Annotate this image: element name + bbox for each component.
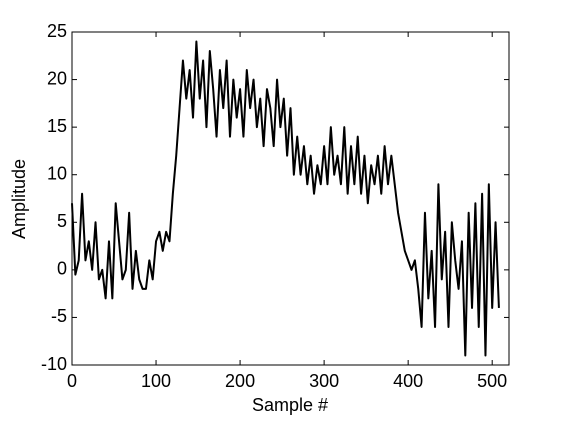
y-tick-label: 20 <box>47 68 67 88</box>
y-tick-label: -10 <box>41 354 67 374</box>
plot-frame <box>71 31 510 366</box>
y-tick-label: -5 <box>51 306 67 326</box>
y-tick-label: 15 <box>47 116 67 136</box>
x-tick-label: 200 <box>225 371 255 391</box>
x-tick-label: 100 <box>141 371 171 391</box>
y-tick-label: 10 <box>47 163 67 183</box>
x-tick-label: 0 <box>67 371 77 391</box>
x-tick-label: 400 <box>393 371 423 391</box>
y-tick-label: 0 <box>57 259 67 279</box>
y-tick-label: 25 <box>47 21 67 41</box>
y-tick-label: 5 <box>57 211 67 231</box>
x-tick-label: 500 <box>477 371 507 391</box>
data-line <box>71 40 500 357</box>
x-tick-label: 300 <box>309 371 339 391</box>
x-axis-label: Sample # <box>252 395 328 415</box>
y-axis-label: Amplitude <box>9 159 29 239</box>
